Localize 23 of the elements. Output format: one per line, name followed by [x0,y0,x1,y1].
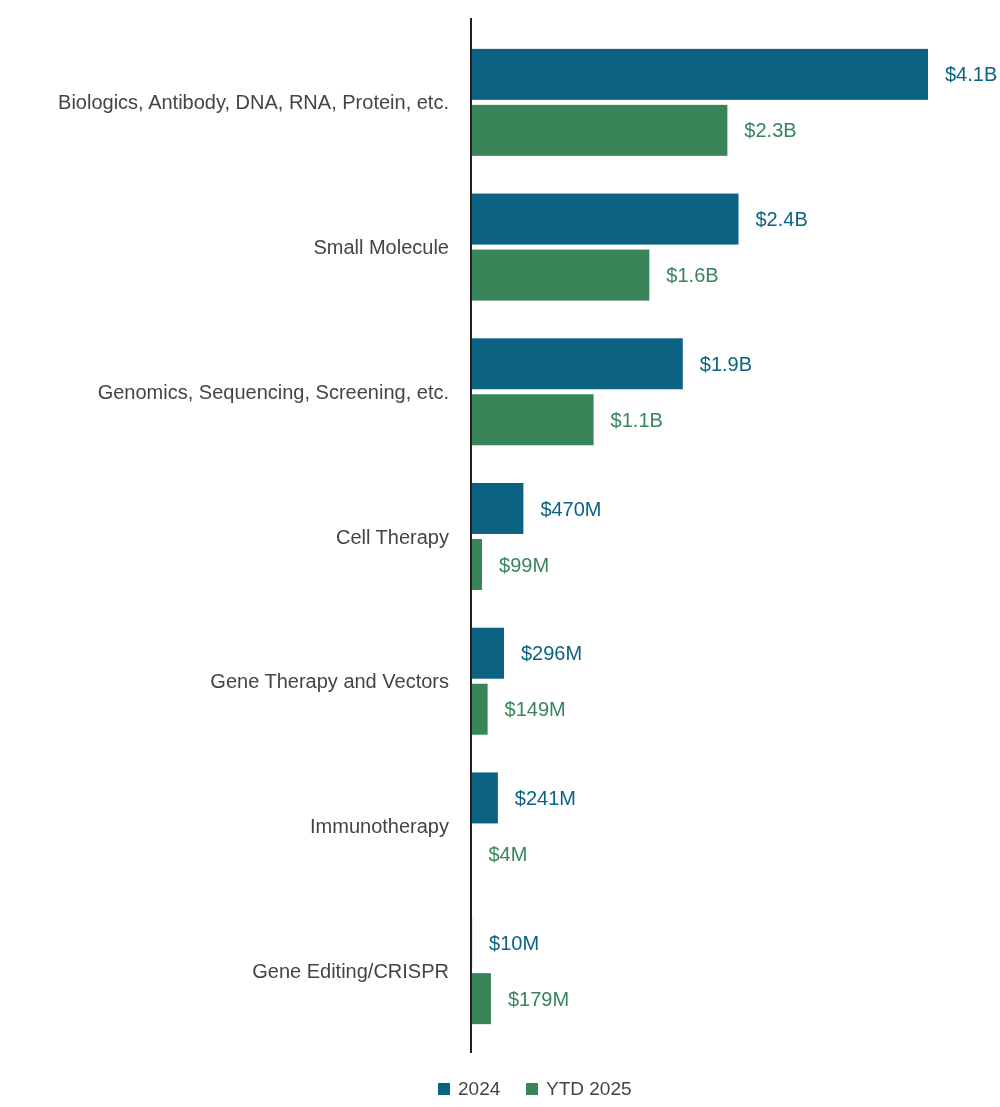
data-label: $2.3B [744,119,797,142]
data-label: $149M [504,698,566,721]
data-label: $4M [488,842,528,865]
data-label: $470M [540,497,602,520]
data-label: $1.1B [610,408,663,431]
data-label: $1.9B [699,352,753,375]
y-tick-label: Cell Therapy [335,525,449,548]
data-label: $296M [520,642,583,665]
data-label: $179M [507,987,570,1010]
data-label: $4.1B [945,63,998,86]
data-label: $2.4B [755,208,808,231]
y-tick-label: Genomics, Sequencing, Screening, etc. [97,380,449,403]
data-label: $99M [499,553,550,576]
y-tick-label: Immunotherapy [310,814,449,837]
legend-label: 2024 [458,1078,501,1099]
y-tick-label: Gene Therapy and Vectors [210,670,449,693]
data-label: $1.6B [666,264,719,287]
data-label: $10M [489,931,540,954]
data-label: $241M [514,786,577,809]
y-tick-label: Gene Editing/CRISPR [252,959,449,982]
y-tick-label: Small Molecule [313,236,449,259]
y-tick-label: Biologics, Antibody, DNA, RNA, Protein, etc. [58,91,449,114]
legend-label: YTD 2025 [546,1078,632,1099]
